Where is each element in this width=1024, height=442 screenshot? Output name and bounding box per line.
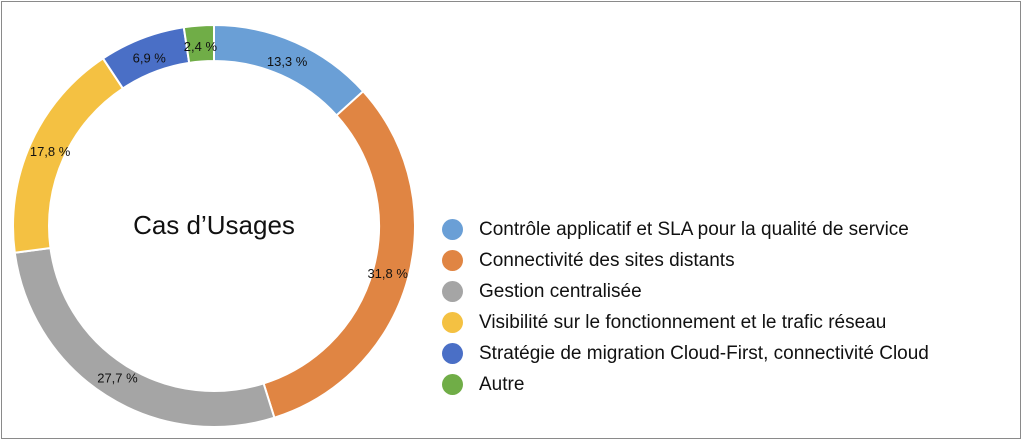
slice-label-4: 6,9 % <box>133 51 167 66</box>
donut-slice-2 <box>13 246 276 428</box>
legend-swatch <box>442 281 463 302</box>
legend-item-strategie-cloud: Stratégie de migration Cloud-First, conn… <box>442 338 929 369</box>
slice-label-2: 27,7 % <box>97 370 138 385</box>
legend-label: Autre <box>479 373 525 395</box>
legend-swatch <box>442 374 463 395</box>
legend-swatch <box>442 312 463 333</box>
slice-label-0: 13,3 % <box>267 54 308 69</box>
slice-label-5: 2,4 % <box>184 39 218 54</box>
legend-item-gestion-centralisee: Gestion centralisée <box>442 276 929 307</box>
legend-label: Gestion centralisée <box>479 280 642 302</box>
legend-item-visibilite: Visibilité sur le fonctionnement et le t… <box>442 307 929 338</box>
legend-label: Visibilité sur le fonctionnement et le t… <box>479 311 887 333</box>
legend-item-autre: Autre <box>442 369 929 400</box>
legend: Contrôle applicatif et SLA pour la quali… <box>442 214 929 400</box>
donut-slice-1 <box>262 89 416 419</box>
legend-label: Connectivité des sites distants <box>479 249 735 271</box>
legend-swatch <box>442 219 463 240</box>
legend-swatch <box>442 250 463 271</box>
donut-slice-5 <box>182 23 215 65</box>
legend-item-connectivite-sites: Connectivité des sites distants <box>442 245 929 276</box>
donut-slice-0 <box>213 23 365 117</box>
center-label: Cas d’Usages <box>133 210 295 240</box>
legend-label: Contrôle applicatif et SLA pour la quali… <box>479 218 909 240</box>
legend-item-controle-applicatif: Contrôle applicatif et SLA pour la quali… <box>442 214 929 245</box>
slice-label-1: 31,8 % <box>367 266 408 281</box>
slice-label-3: 17,8 % <box>30 144 71 159</box>
legend-label: Stratégie de migration Cloud-First, conn… <box>479 342 929 364</box>
legend-swatch <box>442 343 463 364</box>
